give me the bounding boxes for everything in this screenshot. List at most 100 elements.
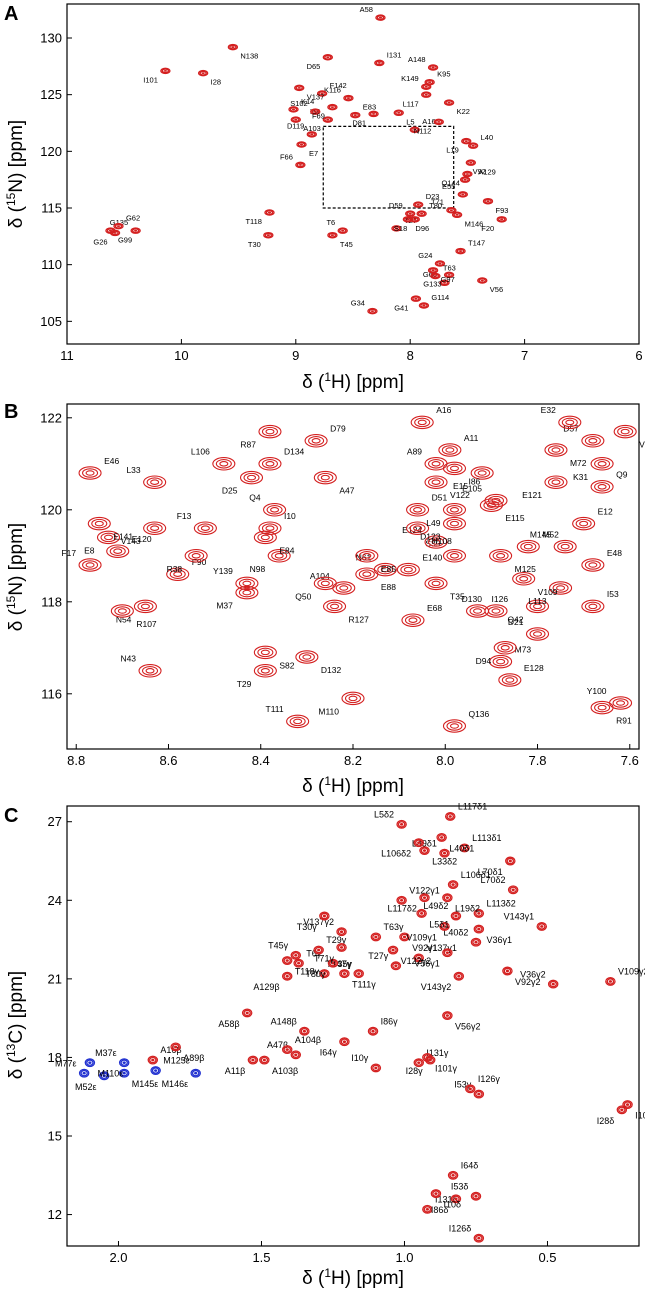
peak-a16: A16	[409, 117, 436, 134]
peak-l40: L40	[467, 133, 493, 149]
peak-label: T71	[431, 198, 444, 207]
peak-label: G60	[423, 270, 437, 279]
peak-s18: S18	[394, 216, 420, 233]
peak-contour	[397, 897, 406, 904]
peak-contour	[150, 479, 160, 485]
peak-label: S82	[279, 660, 294, 670]
peak-contour	[261, 426, 278, 437]
peak-contour	[227, 43, 239, 51]
peak-contour	[94, 520, 104, 527]
peak-contour	[509, 886, 517, 894]
peak-contour	[344, 95, 353, 101]
peak-label: E32	[541, 405, 556, 415]
peak-contour	[78, 558, 102, 572]
peak-contour	[348, 695, 358, 702]
peak-contour	[320, 912, 329, 920]
peak-contour	[579, 520, 589, 527]
peak-contour	[553, 539, 577, 554]
peak-contour	[431, 479, 441, 485]
peak-contour	[427, 64, 439, 71]
peak-label: N138	[240, 52, 258, 61]
peak-contour	[506, 857, 515, 865]
peak-i126: I126	[465, 594, 508, 618]
peak-label: V109γ2	[618, 967, 645, 977]
peak-label: Q136	[468, 709, 489, 719]
peak-label: E7	[309, 149, 318, 158]
peak-core	[445, 896, 449, 899]
peak-l33: L33	[126, 465, 167, 489]
y-tick-label: 15	[48, 1129, 62, 1144]
peak-core	[438, 262, 442, 265]
peak-m125: M125	[489, 549, 536, 574]
peak-contour	[358, 569, 375, 579]
peak-contour	[453, 212, 461, 218]
peak-contour	[489, 654, 513, 669]
peak-contour	[330, 603, 340, 610]
peak-contour	[190, 1068, 201, 1078]
peak-contour	[370, 932, 382, 942]
peak-contour	[525, 627, 550, 641]
peak-e8: E8	[84, 530, 121, 555]
peak-core	[445, 951, 449, 954]
peak-contour	[446, 813, 455, 820]
peak-v56-2: V56γ2	[442, 1011, 481, 1032]
peak-contour	[409, 216, 420, 223]
peak-core	[540, 925, 544, 928]
peak-l19: L19	[446, 137, 472, 155]
peak-contour	[335, 583, 352, 593]
y-tick-label: 24	[48, 893, 62, 908]
peak-contour	[620, 428, 630, 435]
peak-contour	[98, 1071, 110, 1081]
peak-label: F142	[330, 81, 347, 90]
peak-contour	[581, 434, 605, 448]
peak-contour	[423, 1206, 432, 1213]
peak-core	[461, 193, 465, 196]
peak-contour	[391, 225, 402, 232]
peak-contour	[170, 1042, 181, 1052]
peak-t71-: T71γ	[314, 942, 347, 963]
peak-label: G24	[418, 251, 432, 260]
peak-label: Q50	[295, 591, 311, 601]
peak-contour	[100, 532, 117, 543]
peak-i131-: I131δ	[422, 1195, 457, 1214]
peak-contour	[447, 207, 456, 213]
peak-contour	[84, 1058, 96, 1068]
peak-core	[508, 859, 512, 863]
peak-a89: A89	[407, 447, 448, 471]
peak-core	[511, 888, 515, 892]
peak-contour	[443, 271, 455, 279]
peak-contour	[483, 500, 500, 510]
peak-contour	[239, 470, 264, 485]
peak-contour	[289, 106, 298, 112]
peak-contour	[413, 838, 425, 848]
peak-contour	[552, 583, 569, 593]
peak-contour	[104, 534, 114, 541]
peak-contour	[87, 516, 111, 531]
peak-contour	[114, 606, 131, 616]
peak-contour	[322, 116, 333, 123]
peak-contour	[415, 954, 423, 962]
peak-contour	[295, 85, 303, 91]
peak-n54: N54	[116, 599, 157, 624]
peak-contour	[260, 1056, 269, 1064]
panel-a-axes: 11 10 9 8 7 6 105 110 115 120 125 130	[40, 31, 642, 364]
peak-contour	[444, 812, 456, 821]
peak-contour	[498, 673, 522, 687]
peak-label: V92γ2	[515, 977, 541, 987]
peak-contour	[581, 558, 605, 572]
peak-i28: I28	[197, 69, 221, 87]
peak-label: I86δ	[431, 1205, 449, 1215]
peak-contour	[452, 1195, 460, 1203]
peak-contour	[416, 908, 427, 918]
peak-label: N43	[120, 654, 136, 664]
peak-label: Q4	[249, 493, 261, 503]
peak-core	[82, 1071, 86, 1075]
peak-k22: K22	[443, 99, 470, 116]
peak-contour	[421, 91, 432, 98]
peak-contour	[449, 465, 459, 472]
peak-r91: R91	[590, 700, 632, 726]
peak-contour	[496, 216, 507, 223]
peak-contour	[430, 1189, 442, 1199]
peak-contour	[445, 272, 453, 278]
